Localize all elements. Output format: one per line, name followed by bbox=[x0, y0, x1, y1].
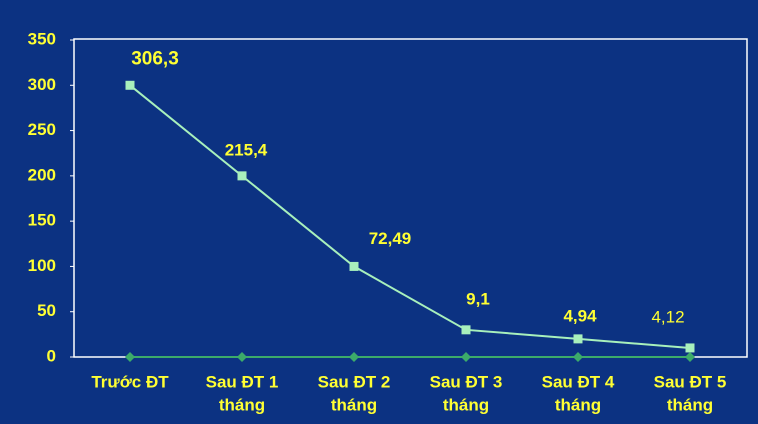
x-tick-label: tháng bbox=[667, 395, 713, 414]
y-tick-label: 150 bbox=[28, 211, 56, 230]
x-tick-label: Sau ĐT 5 bbox=[654, 372, 727, 391]
x-tick-label: Sau ĐT 1 bbox=[206, 372, 279, 391]
x-tick-label: Sau ĐT 4 bbox=[542, 372, 615, 391]
marker bbox=[125, 352, 135, 362]
data-label: 4,12 bbox=[651, 307, 684, 326]
x-tick-label: Sau ĐT 2 bbox=[318, 372, 391, 391]
data-label: 215,4 bbox=[225, 140, 268, 159]
data-label: 9,1 bbox=[466, 289, 490, 308]
y-tick-label: 100 bbox=[28, 256, 56, 275]
x-tick-label: tháng bbox=[219, 395, 265, 414]
marker bbox=[573, 334, 583, 344]
x-tick-label: tháng bbox=[331, 395, 377, 414]
x-tick-label: Sau ĐT 3 bbox=[430, 372, 503, 391]
y-tick-label: 200 bbox=[28, 165, 56, 184]
marker bbox=[685, 343, 695, 353]
data-label: 306,3 bbox=[131, 48, 179, 69]
marker bbox=[349, 352, 359, 362]
data-label: 72,49 bbox=[369, 229, 412, 248]
marker bbox=[237, 171, 247, 181]
x-tick-label: Trước ĐT bbox=[91, 372, 169, 391]
marker bbox=[125, 80, 135, 90]
y-tick-label: 300 bbox=[28, 75, 56, 94]
data-label: 4,94 bbox=[563, 306, 597, 325]
marker bbox=[685, 352, 695, 362]
marker bbox=[573, 352, 583, 362]
marker bbox=[349, 261, 359, 271]
y-tick-label: 250 bbox=[28, 120, 56, 139]
marker bbox=[237, 352, 247, 362]
marker bbox=[461, 325, 471, 335]
x-tick-label: tháng bbox=[555, 395, 601, 414]
y-tick-label: 0 bbox=[47, 346, 56, 365]
series-line bbox=[129, 84, 691, 349]
y-tick-label: 350 bbox=[28, 29, 56, 48]
y-tick-label: 50 bbox=[37, 301, 56, 320]
marker bbox=[461, 352, 471, 362]
x-tick-label: tháng bbox=[443, 395, 489, 414]
